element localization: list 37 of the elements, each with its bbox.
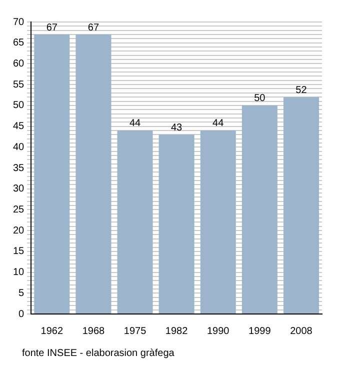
y-tick-label: 70 — [13, 16, 25, 28]
data-label: 67 — [88, 22, 100, 34]
y-tick-label: 45 — [13, 121, 25, 132]
y-tick-label: 15 — [13, 246, 25, 258]
data-label: 43 — [171, 122, 183, 134]
source-note: fonte INSEE - elaborasion gràfega — [22, 348, 174, 359]
data-label: 44 — [212, 118, 224, 130]
y-tick-label: 5 — [18, 288, 25, 299]
y-tick-label: 25 — [13, 204, 25, 216]
x-tick-label: 1975 — [124, 326, 147, 337]
y-tick-label: 30 — [13, 184, 25, 195]
y-tick-label: 20 — [13, 225, 25, 236]
y-tick-label: 35 — [13, 162, 25, 174]
x-tick-label: 1990 — [206, 326, 230, 337]
x-tick-label: 1962 — [40, 326, 64, 337]
bar — [34, 34, 70, 314]
bar — [283, 97, 319, 314]
x-tick-label: 1968 — [82, 326, 106, 337]
bar — [158, 134, 194, 314]
bar — [242, 105, 278, 314]
y-tick-label: 0 — [18, 308, 25, 320]
y-tick-label: 10 — [13, 267, 25, 278]
x-tick-label: 2008 — [290, 326, 313, 337]
x-tick-label: 1999 — [248, 326, 272, 337]
y-tick-label: 40 — [13, 142, 25, 153]
y-tick-label: 65 — [13, 38, 25, 49]
y-tick-label: 55 — [13, 79, 25, 90]
x-tick-label: 1982 — [165, 326, 188, 337]
data-label: 67 — [46, 22, 58, 34]
data-label: 50 — [254, 93, 266, 104]
bar — [76, 34, 112, 314]
y-tick-label: 50 — [13, 100, 25, 112]
y-tick-label: 60 — [13, 58, 25, 70]
bar — [200, 130, 236, 314]
data-label: 44 — [129, 118, 142, 130]
bar — [117, 130, 153, 314]
data-label: 52 — [296, 84, 308, 96]
